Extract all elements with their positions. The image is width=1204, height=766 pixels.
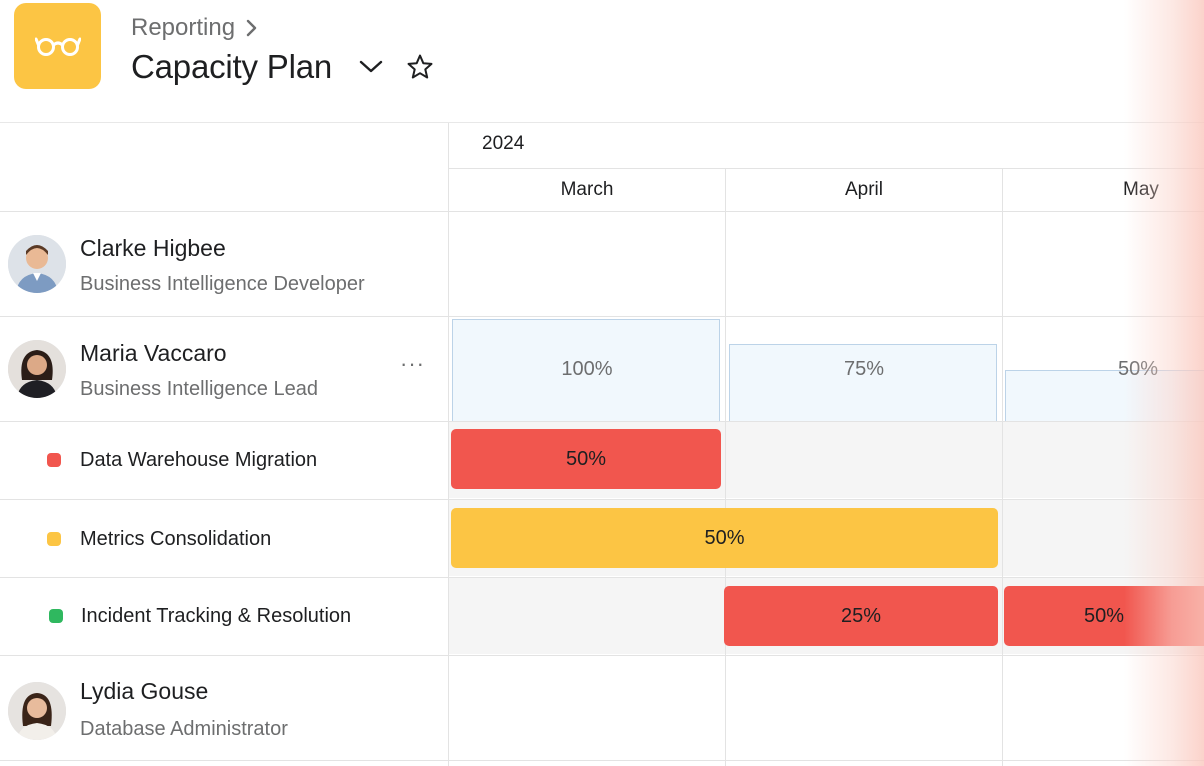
grid-divider bbox=[0, 211, 1204, 212]
task-name: Metrics Consolidation bbox=[80, 528, 272, 550]
person-role: Business Intelligence Developer bbox=[80, 273, 365, 295]
more-options-icon[interactable]: ··· bbox=[400, 351, 425, 376]
allocation-bar[interactable]: 50% bbox=[451, 508, 998, 568]
capacity-label: 50% bbox=[1118, 358, 1159, 380]
chevron-down-icon[interactable] bbox=[358, 59, 384, 75]
task-row[interactable]: Metrics Consolidation bbox=[0, 500, 448, 576]
grid-divider bbox=[0, 421, 1204, 422]
allocation-bar[interactable]: 50% bbox=[451, 429, 721, 489]
capacity-grid: 2024 March April May Clarke Higbee Busin… bbox=[0, 122, 1204, 766]
allocation-bar[interactable]: 50% bbox=[1004, 586, 1204, 646]
grid-divider bbox=[0, 499, 1204, 500]
capacity-bar[interactable] bbox=[452, 319, 720, 421]
app-icon[interactable] bbox=[14, 3, 101, 89]
person-name: Lydia Gouse bbox=[80, 678, 209, 704]
breadcrumb[interactable]: Reporting bbox=[131, 14, 257, 42]
page-header: Reporting Capacity Plan bbox=[0, 0, 1204, 120]
task-row[interactable]: Incident Tracking & Resolution bbox=[0, 578, 448, 654]
chevron-right-icon bbox=[245, 19, 257, 37]
capacity-bar[interactable] bbox=[729, 344, 997, 421]
avatar bbox=[8, 340, 66, 398]
task-row[interactable]: Data Warehouse Migration bbox=[0, 422, 448, 498]
person-row[interactable]: Clarke Higbee Business Intelligence Deve… bbox=[0, 212, 448, 316]
breadcrumb-reporting[interactable]: Reporting bbox=[131, 14, 236, 41]
year-label: 2024 bbox=[482, 133, 525, 154]
grid-divider bbox=[449, 168, 1204, 169]
grid-divider bbox=[0, 577, 1204, 578]
title-row: Capacity Plan bbox=[131, 48, 434, 86]
star-icon[interactable] bbox=[406, 53, 434, 81]
person-name: Maria Vaccaro bbox=[80, 340, 227, 366]
capacity-label: 75% bbox=[843, 358, 885, 380]
grid-divider bbox=[1002, 168, 1003, 766]
person-role: Business Intelligence Lead bbox=[80, 378, 318, 400]
task-color-dot bbox=[47, 532, 61, 546]
grid-divider bbox=[0, 760, 1204, 761]
allocation-bar[interactable]: 25% bbox=[724, 586, 998, 646]
grid-divider bbox=[0, 655, 1204, 656]
avatar bbox=[8, 682, 66, 740]
grid-divider bbox=[448, 123, 449, 766]
person-name: Clarke Higbee bbox=[80, 235, 226, 261]
person-row[interactable]: Maria Vaccaro Business Intelligence Lead… bbox=[0, 317, 448, 421]
avatar bbox=[8, 235, 66, 293]
month-march: March bbox=[560, 179, 614, 200]
glasses-icon bbox=[34, 37, 81, 56]
person-role: Database Administrator bbox=[80, 718, 288, 740]
task-color-dot bbox=[47, 453, 61, 467]
grid-divider bbox=[0, 316, 1204, 317]
task-color-dot bbox=[49, 609, 63, 623]
person-row[interactable]: Lydia Gouse Database Administrator bbox=[0, 656, 448, 760]
task-name: Incident Tracking & Resolution bbox=[81, 605, 352, 627]
grid-divider bbox=[725, 168, 726, 766]
month-may: May bbox=[1123, 179, 1159, 200]
page-title: Capacity Plan bbox=[131, 48, 333, 85]
month-april: April bbox=[844, 179, 883, 200]
capacity-label: 100% bbox=[561, 358, 613, 380]
task-name: Data Warehouse Migration bbox=[80, 449, 318, 471]
